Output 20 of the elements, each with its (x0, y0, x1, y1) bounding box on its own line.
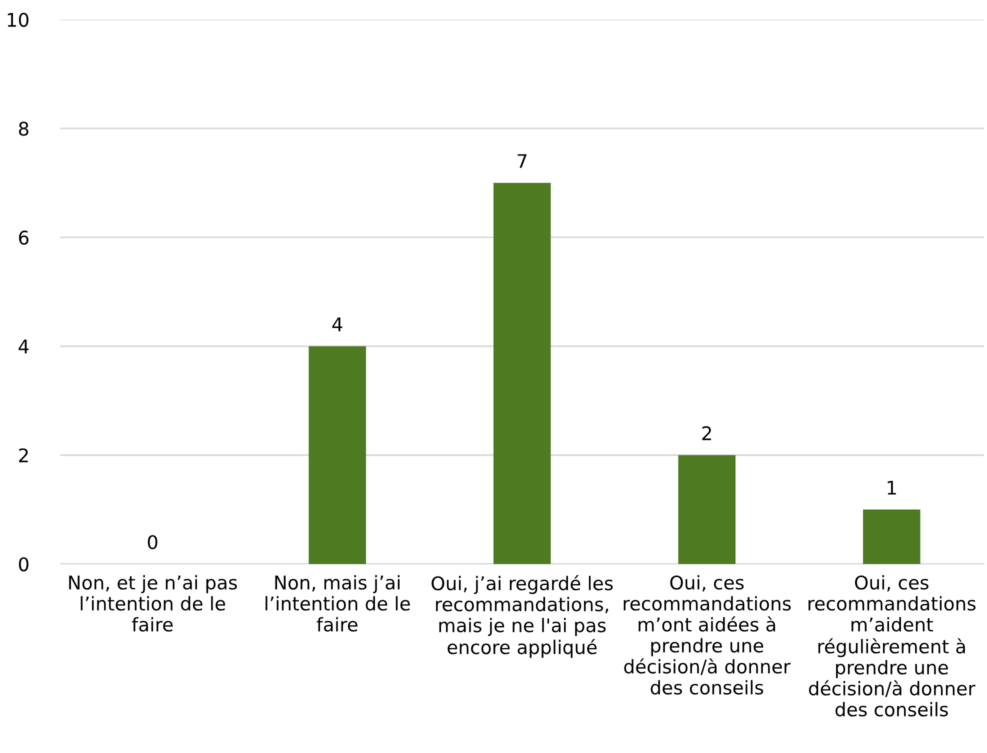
x-tick-label: Oui, ces recommandations m’aident régulièrement à prendre une décision/à donner des conseils (808, 575, 976, 716)
x-tick-label: Non, et je n’ai pas l’intention de le faire (69, 575, 237, 632)
x-tick-label: Non, mais j’ai l’intention de le faire (266, 575, 410, 632)
x-tick-label: Oui, ces recommandations m’ont aidées à prendre une décision/à donner des conseils (624, 575, 791, 695)
x-tick-label: Oui, j’ai regardé les recommandations, mais je ne l'ai pas encore appliqué (432, 575, 613, 658)
data-label: 0 (148, 535, 158, 550)
y-tick-label: 6 (19, 230, 28, 245)
data-label: 7 (518, 154, 526, 168)
bar (678, 455, 736, 564)
bar (493, 182, 551, 564)
bar (308, 346, 366, 564)
y-tick-label: 8 (18, 122, 28, 136)
y-tick-label: 4 (18, 340, 29, 354)
data-label: 1 (888, 480, 896, 495)
y-tick-label: 10 (8, 12, 28, 27)
y-tick-label: 0 (18, 557, 28, 572)
data-label: 4 (332, 318, 342, 332)
y-tick-label: 2 (19, 448, 28, 462)
bar (863, 510, 920, 564)
data-label: 2 (702, 426, 711, 440)
